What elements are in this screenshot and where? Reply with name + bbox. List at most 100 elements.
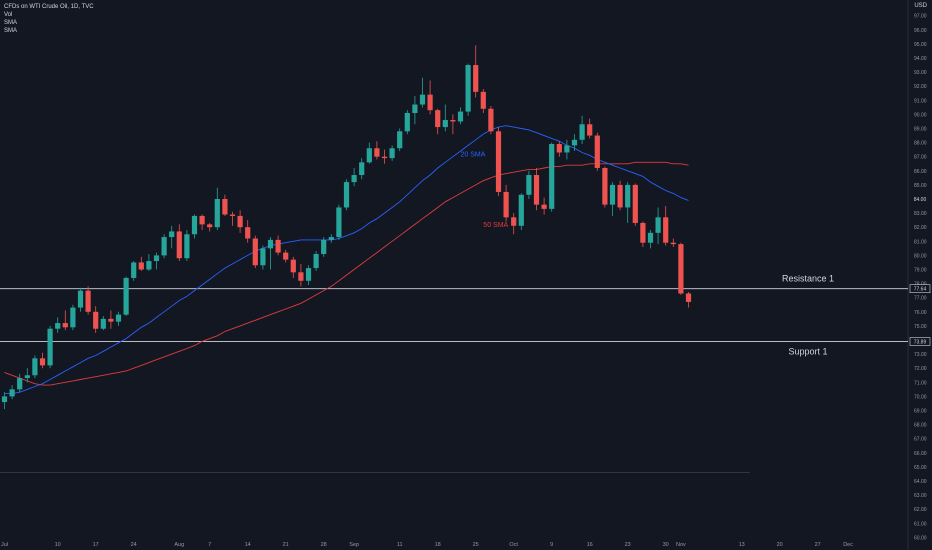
candle-up[interactable] xyxy=(184,234,190,259)
candle-down[interactable] xyxy=(473,65,479,92)
candle-up[interactable] xyxy=(77,290,84,308)
candle-down[interactable] xyxy=(427,94,433,111)
candle-down[interactable] xyxy=(488,108,494,132)
candle-down[interactable] xyxy=(207,224,213,228)
candle-up[interactable] xyxy=(47,328,53,366)
candle-up[interactable] xyxy=(351,175,357,183)
candle-down[interactable] xyxy=(685,293,692,302)
candle-up[interactable] xyxy=(419,94,426,105)
candle-up[interactable] xyxy=(647,232,654,243)
candle-down[interactable] xyxy=(229,214,236,216)
candle-down[interactable] xyxy=(381,156,388,159)
candle-down[interactable] xyxy=(480,91,486,109)
candle-down[interactable] xyxy=(533,175,540,205)
candle-down[interactable] xyxy=(222,199,228,215)
sma-50-line xyxy=(4,161,689,386)
candle-up[interactable] xyxy=(389,148,395,159)
y-tick-label: 71.00 xyxy=(914,380,927,386)
candle-up[interactable] xyxy=(321,239,327,254)
candle-up[interactable] xyxy=(153,255,160,262)
candle-up[interactable] xyxy=(70,307,76,328)
candle-up[interactable] xyxy=(609,184,616,205)
candle-down[interactable] xyxy=(632,184,638,223)
candle-up[interactable] xyxy=(579,124,585,140)
candle-down[interactable] xyxy=(663,217,669,243)
candle-down[interactable] xyxy=(283,252,289,260)
candle-up[interactable] xyxy=(412,104,418,113)
candle-down[interactable] xyxy=(85,290,91,312)
candle-down[interactable] xyxy=(290,259,296,273)
candle-down[interactable] xyxy=(450,120,456,122)
candle-down[interactable] xyxy=(298,272,304,281)
candle-up[interactable] xyxy=(169,231,175,238)
x-tick-label: Nov xyxy=(676,542,686,548)
candle-down[interactable] xyxy=(275,239,281,253)
candle-up[interactable] xyxy=(260,248,266,266)
level-price-tag xyxy=(909,337,931,346)
candle-up[interactable] xyxy=(131,262,137,278)
candle-up[interactable] xyxy=(549,144,555,209)
candle-down[interactable] xyxy=(237,215,243,228)
y-tick-label: 91.00 xyxy=(914,98,927,104)
candle-up[interactable] xyxy=(313,253,319,269)
candle-down[interactable] xyxy=(640,222,646,243)
candle-up[interactable] xyxy=(655,217,661,233)
candle-up[interactable] xyxy=(336,207,342,238)
candle-down[interactable] xyxy=(108,318,114,322)
candle-up[interactable] xyxy=(397,131,403,149)
candle-down[interactable] xyxy=(245,227,251,239)
candle-up[interactable] xyxy=(161,237,167,256)
candle-up[interactable] xyxy=(366,148,372,163)
candle-down[interactable] xyxy=(511,217,517,226)
candle-down[interactable] xyxy=(556,144,562,153)
candle-up[interactable] xyxy=(267,239,274,249)
candle-down[interactable] xyxy=(587,124,593,136)
candle-up[interactable] xyxy=(146,261,152,270)
candle-up[interactable] xyxy=(526,175,532,195)
candle-down[interactable] xyxy=(678,244,684,294)
candle-up[interactable] xyxy=(55,323,61,329)
candle-up[interactable] xyxy=(191,215,198,235)
candle-up[interactable] xyxy=(564,145,570,153)
candle-up[interactable] xyxy=(32,358,38,376)
candle-up[interactable] xyxy=(457,111,464,122)
candle-down[interactable] xyxy=(62,323,68,328)
candle-up[interactable] xyxy=(442,120,448,128)
candle-down[interactable] xyxy=(435,110,441,128)
candle-up[interactable] xyxy=(24,375,30,379)
candle-up[interactable] xyxy=(17,378,23,390)
candle-up[interactable] xyxy=(115,314,122,322)
candle-down[interactable] xyxy=(93,311,99,329)
candle-up[interactable] xyxy=(9,389,15,397)
candle-up[interactable] xyxy=(465,65,471,112)
candle-up[interactable] xyxy=(328,237,334,240)
candle-down[interactable] xyxy=(602,167,608,205)
candle-down[interactable] xyxy=(503,191,509,218)
candle-down[interactable] xyxy=(670,242,676,245)
candle-up[interactable] xyxy=(571,139,578,146)
candle-up[interactable] xyxy=(359,162,365,176)
candle-down[interactable] xyxy=(176,231,182,259)
candle-up[interactable] xyxy=(1,396,8,403)
candle-down[interactable] xyxy=(617,184,623,208)
candle-up[interactable] xyxy=(625,184,631,208)
candle-up[interactable] xyxy=(214,199,220,228)
candle-down[interactable] xyxy=(252,238,258,266)
candle-down[interactable] xyxy=(39,358,46,366)
candle-down[interactable] xyxy=(594,135,600,168)
candle-down[interactable] xyxy=(199,215,205,225)
candle-up[interactable] xyxy=(518,194,524,226)
candle-up[interactable] xyxy=(305,268,312,281)
candle-down[interactable] xyxy=(541,204,547,209)
candle-up[interactable] xyxy=(343,182,350,208)
chart-legend: CFDs on WTI Crude Oil, 1D, TVC Vol SMA S… xyxy=(4,3,94,35)
candle-up[interactable] xyxy=(123,277,129,315)
x-tick-label: 18 xyxy=(435,542,441,548)
candle-up[interactable] xyxy=(100,318,106,329)
candle-down[interactable] xyxy=(374,148,380,157)
candle-down[interactable] xyxy=(495,131,502,192)
candle-down[interactable] xyxy=(138,262,144,270)
y-tick-label: 76.00 xyxy=(914,310,927,316)
candle-up[interactable] xyxy=(404,112,410,132)
